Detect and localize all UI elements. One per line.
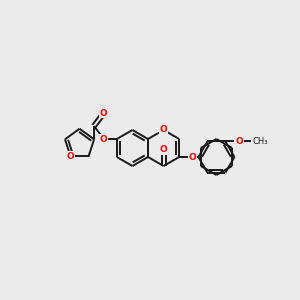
Text: O: O [160,125,167,134]
Text: O: O [160,145,167,154]
Text: O: O [235,137,243,146]
Text: O: O [67,152,74,161]
Text: O: O [100,134,108,143]
Text: O: O [188,152,196,161]
Text: CH₃: CH₃ [253,137,268,146]
Text: O: O [100,109,108,118]
